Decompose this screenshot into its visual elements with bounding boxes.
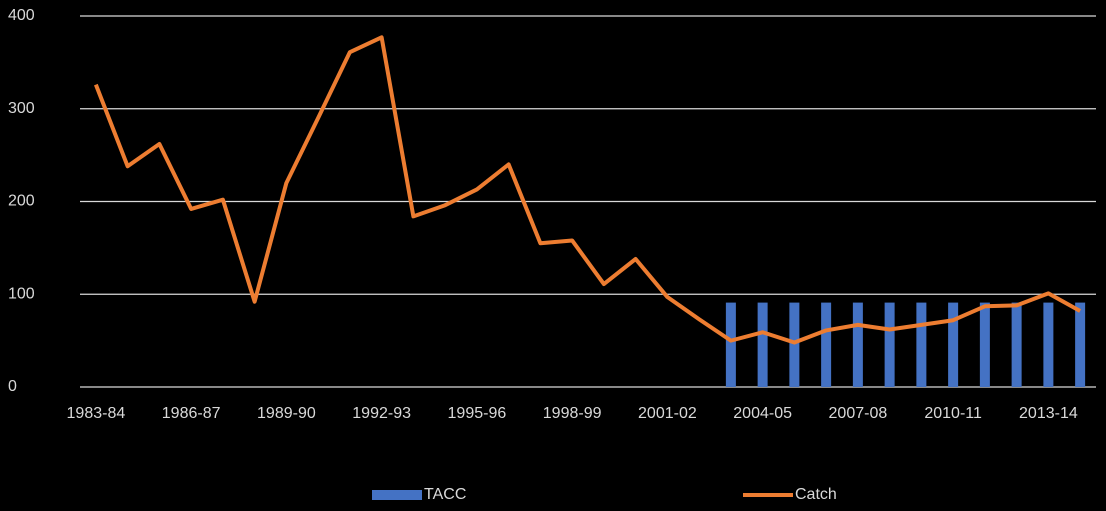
x-tick-label: 1995-96	[448, 405, 507, 422]
legend-label: Catch	[795, 486, 837, 503]
x-tick-label: 1998-99	[543, 405, 602, 422]
bar	[884, 302, 895, 387]
y-tick-label: 200	[8, 193, 35, 210]
bar	[725, 302, 736, 387]
y-tick-label: 0	[8, 378, 17, 395]
x-tick-label: 2001-02	[638, 405, 697, 422]
legend-swatch	[372, 490, 422, 500]
bar	[1075, 302, 1086, 387]
bar	[852, 302, 863, 387]
line	[94, 35, 1082, 345]
bar	[821, 302, 832, 387]
legend-label: TACC	[424, 486, 466, 503]
x-tick-label: 1989-90	[257, 405, 316, 422]
bar	[1011, 302, 1022, 387]
y-tick-label: 300	[8, 100, 35, 117]
x-tick-label: 2004-05	[733, 405, 792, 422]
x-tick-label: 1992-93	[352, 405, 411, 422]
bar	[916, 302, 927, 387]
y-tick-label: 400	[8, 7, 35, 24]
bar	[789, 302, 800, 387]
bar	[979, 302, 990, 387]
bar	[757, 302, 768, 387]
x-tick-label: 2013-14	[1019, 405, 1078, 422]
x-tick-label: 1986-87	[162, 405, 221, 422]
x-tick-label: 1983-84	[67, 405, 126, 422]
x-tick-label: 2007-08	[829, 405, 888, 422]
x-tick-label: 2010-11	[924, 405, 982, 422]
bar	[948, 302, 959, 387]
y-tick-label: 100	[8, 285, 35, 302]
bar	[1043, 302, 1054, 387]
